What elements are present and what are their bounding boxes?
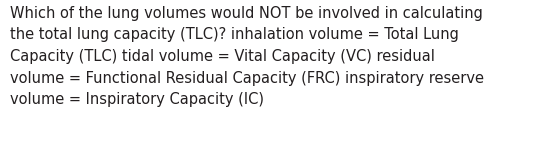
- Text: Which of the lung volumes would NOT be involved in calculating
the total lung ca: Which of the lung volumes would NOT be i…: [10, 6, 484, 107]
